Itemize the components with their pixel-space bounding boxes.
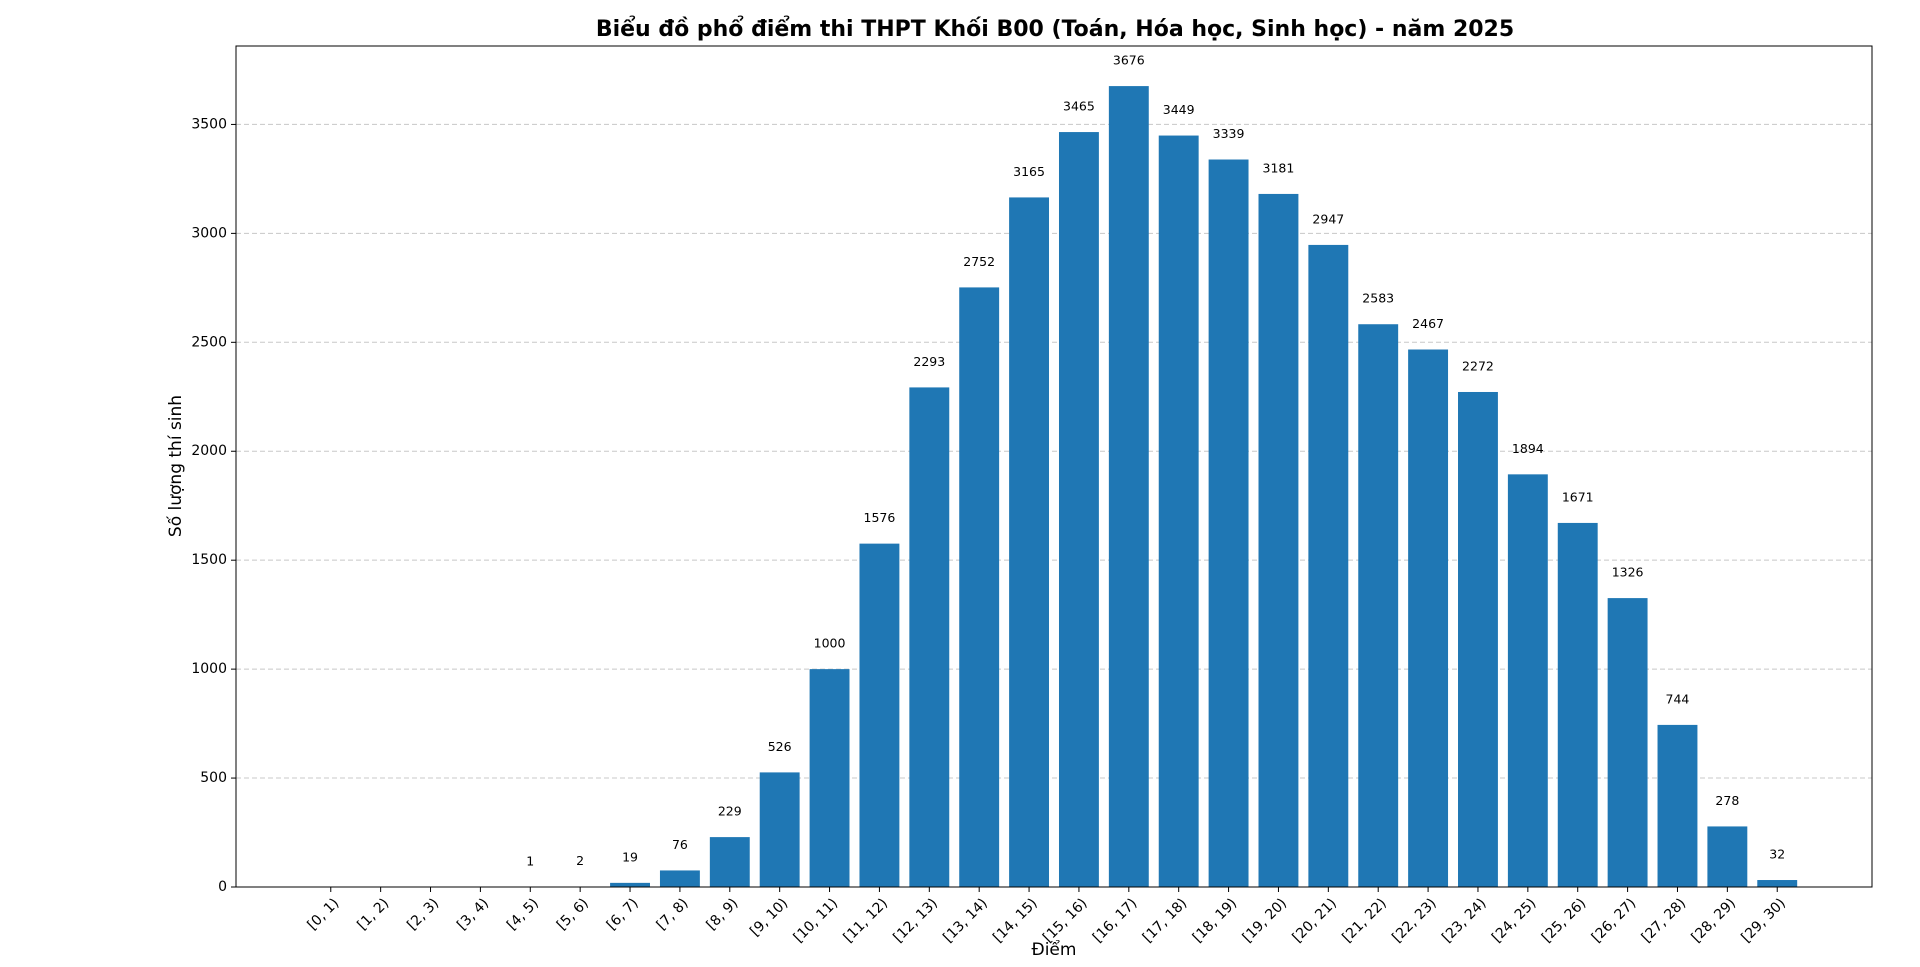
bar [1208,159,1249,888]
bar [1258,193,1299,887]
y-tick-label: 1500 [191,552,227,568]
data-label: 2752 [963,254,995,269]
x-tick-label: [15, 16) [1040,895,1091,946]
data-label: 1576 [864,510,896,525]
data-label: 2293 [913,354,945,369]
x-tick-label: [2, 3) [404,895,442,933]
x-tick-label: [11, 12) [841,895,892,946]
data-label: 1671 [1562,489,1594,504]
data-label: 2272 [1462,358,1494,373]
chart-title: Biểu đồ phổ điểm thi THPT Khối B00 (Toán… [596,16,1514,42]
x-tick-label: [24, 25) [1489,895,1540,946]
x-tick-label: [5, 6) [554,895,592,933]
data-label: 1 [526,853,534,868]
x-tick-label: [25, 26) [1539,895,1590,946]
y-tick-label: 500 [200,770,227,786]
data-label: 1000 [814,636,846,651]
y-tick-label: 3500 [191,116,227,132]
x-tick-label: [12, 13) [890,895,941,946]
data-label: 526 [768,739,792,754]
y-tick-label: 1000 [191,661,227,677]
data-label: 3339 [1213,126,1245,141]
x-tick-label: [13, 14) [940,895,991,946]
data-label: 3676 [1113,53,1145,68]
bar [1308,244,1349,887]
data-label: 2947 [1312,211,1344,226]
x-tick-label: [8, 9) [704,895,742,933]
bar [809,669,850,887]
y-tick-label: 0 [218,879,227,895]
x-tick-label: [9, 10) [747,895,791,939]
data-label: 278 [1715,793,1739,808]
x-tick-label: [21, 22) [1339,895,1390,946]
bar [1108,86,1149,888]
bar [1607,598,1648,887]
bar [909,387,950,887]
x-tick-label: [18, 19) [1190,895,1241,946]
bar [859,543,900,887]
data-label: 229 [718,804,742,819]
data-label: 3181 [1263,160,1295,175]
x-tick-label: [3, 4) [454,895,492,933]
x-tick-label: [7, 8) [654,895,692,933]
x-tick-label: [19, 20) [1240,895,1291,946]
x-tick-label: [23, 24) [1439,895,1490,946]
x-tick-label: [0, 1) [304,895,342,933]
bar [1707,826,1748,887]
data-label: 1894 [1512,441,1544,456]
x-tick-label: [10, 11) [791,895,842,946]
data-label: 76 [672,837,688,852]
data-label: 3465 [1063,99,1095,114]
plot-frame [235,45,1873,888]
x-tick-label: [20, 21) [1289,895,1340,946]
bar [1009,197,1050,887]
bar [1458,391,1498,887]
x-tick-label: [28, 29) [1688,895,1739,946]
bar [1408,349,1449,888]
bar [1158,135,1199,888]
x-axis-label: Điểm [1032,939,1077,960]
x-tick-label: [1, 2) [354,895,392,933]
bar [610,882,650,887]
x-tick-label: [26, 27) [1589,895,1640,946]
x-tick-label: [29, 30) [1738,895,1789,946]
data-label: 3165 [1013,164,1045,179]
y-tick-label: 2000 [191,443,227,459]
data-label: 2 [576,853,584,868]
bar [1757,880,1798,887]
y-tick-label: 3000 [191,225,227,241]
x-tick-label: [6, 7) [604,895,642,933]
bar [709,837,750,887]
x-tick-label: [14, 15) [990,895,1041,946]
data-label: 19 [622,849,638,864]
bar [959,287,1000,887]
y-tick-label: 2500 [191,334,227,350]
bar [1507,474,1548,887]
x-tick-label: [16, 17) [1090,895,1141,946]
data-label: 2467 [1412,316,1444,331]
bar [759,772,800,887]
data-label: 1326 [1612,565,1644,580]
y-axis-label: Số lượng thí sinh [165,395,186,537]
bar [659,870,700,887]
bar [1557,522,1598,887]
bar [1058,132,1099,887]
data-label: 3449 [1163,102,1195,117]
x-tick-label: [22, 23) [1389,895,1440,946]
bar [1358,324,1399,888]
data-label: 32 [1769,847,1785,862]
data-label: 2583 [1362,291,1394,306]
x-tick-label: [17, 18) [1140,895,1191,946]
data-label: 744 [1666,691,1690,706]
x-tick-label: [4, 5) [504,895,542,933]
x-tick-label: [27, 28) [1639,895,1690,946]
bar [1657,724,1698,887]
